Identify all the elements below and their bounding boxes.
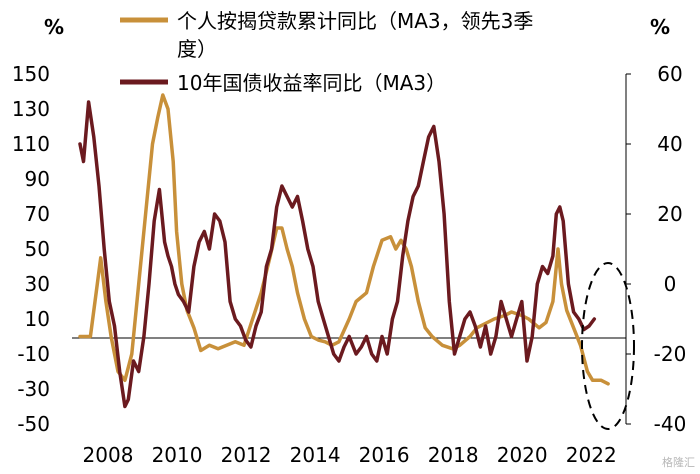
left-tick-label: 110: [12, 132, 50, 156]
legend-label-bond: 10年国债收益率同比（MA3）: [177, 71, 446, 95]
legend-label-mortgage-line1: 个人按揭贷款累计同比（MA3，领先3季: [177, 9, 533, 33]
left-tick-label: -30: [17, 377, 50, 401]
x-tick-label: 2018: [428, 443, 479, 467]
left-tick-label: 150: [12, 62, 50, 86]
left-tick-label: 30: [25, 272, 50, 296]
series-line-bond: [78, 100, 597, 409]
right-tick-label: 60: [657, 62, 682, 86]
legend: 个人按揭贷款累计同比（MA3，领先3季 度） 10年国债收益率同比（MA3）: [120, 9, 533, 95]
left-tick-label: -10: [17, 342, 50, 366]
left-tick-label: 70: [25, 202, 50, 226]
right-tick-label: 40: [657, 132, 682, 156]
legend-label-mortgage-line2: 度）: [177, 37, 217, 61]
left-axis: 150 130 110 90 70 50 30 10 -10 -30 -50: [12, 62, 50, 436]
x-tick-label: 2022: [566, 443, 617, 467]
x-axis: 2008 2010 2012 2014 2016 2018 2020 2022: [83, 443, 617, 467]
left-axis-unit: %: [44, 15, 64, 39]
x-tick-label: 2010: [152, 443, 203, 467]
left-tick-label: 10: [25, 307, 50, 331]
right-tick-label: -40: [654, 412, 687, 436]
right-axis-unit: %: [650, 15, 670, 39]
left-tick-label: 130: [12, 97, 50, 121]
series-line-mortgage: [78, 93, 610, 386]
watermark: 格隆汇: [662, 455, 695, 469]
highlight-ellipse: [581, 262, 635, 430]
right-axis: 60 40 20 0 -20 -40: [626, 62, 686, 436]
series-layer: [78, 93, 610, 409]
x-tick-label: 2008: [83, 443, 134, 467]
x-tick-label: 2014: [290, 443, 341, 467]
right-tick-label: 20: [657, 202, 682, 226]
x-tick-label: 2012: [221, 443, 272, 467]
left-tick-label: 90: [25, 167, 50, 191]
right-tick-label: -20: [654, 342, 687, 366]
left-tick-label: -50: [17, 412, 50, 436]
x-tick-label: 2016: [359, 443, 410, 467]
left-tick-label: 50: [25, 237, 50, 261]
x-tick-label: 2020: [497, 443, 548, 467]
right-tick-label: 0: [664, 272, 677, 296]
